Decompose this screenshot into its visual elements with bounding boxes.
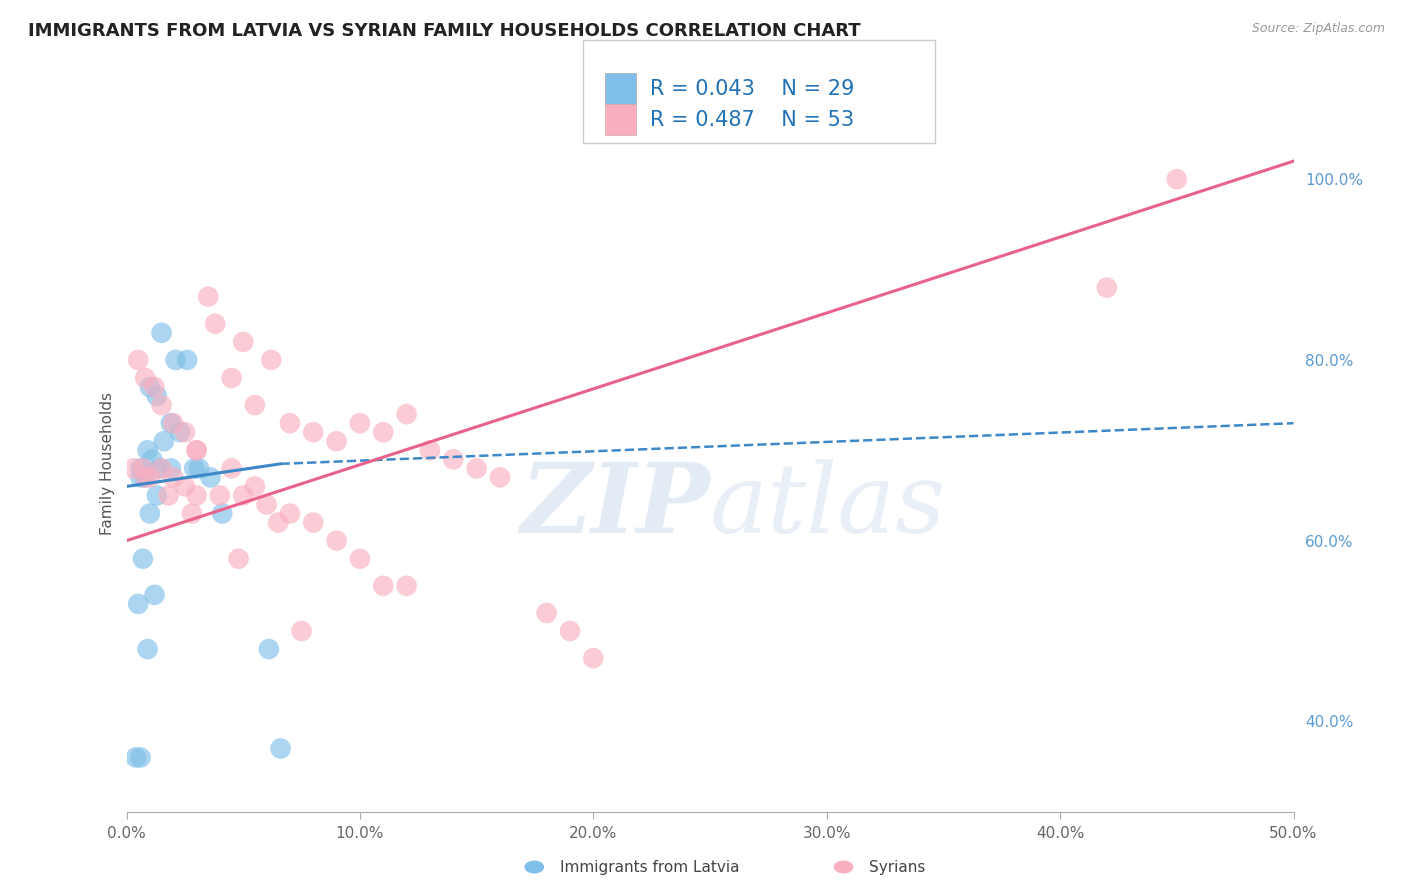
- Point: [162, 416, 184, 430]
- Text: R = 0.043    N = 29: R = 0.043 N = 29: [650, 78, 853, 99]
- Point: [139, 507, 162, 521]
- Point: [349, 416, 371, 430]
- Point: [211, 507, 233, 521]
- Point: [441, 452, 464, 467]
- Point: [558, 624, 581, 638]
- Text: Immigrants from Latvia: Immigrants from Latvia: [560, 860, 740, 874]
- Point: [129, 470, 152, 484]
- Point: [148, 461, 170, 475]
- Point: [186, 488, 208, 502]
- Point: [122, 461, 145, 475]
- Point: [208, 488, 231, 502]
- Point: [232, 334, 254, 349]
- Point: [129, 750, 152, 764]
- Point: [127, 353, 149, 368]
- Point: [129, 461, 152, 475]
- Point: [373, 579, 395, 593]
- Point: [270, 741, 292, 756]
- Text: atlas: atlas: [710, 458, 946, 552]
- Point: [183, 461, 205, 475]
- Point: [146, 488, 169, 502]
- Point: [136, 443, 159, 458]
- Point: [174, 425, 197, 440]
- Point: [162, 470, 184, 484]
- Point: [165, 353, 187, 368]
- Point: [127, 597, 149, 611]
- Point: [290, 624, 312, 638]
- Point: [228, 551, 250, 566]
- Point: [221, 371, 243, 385]
- Text: IMMIGRANTS FROM LATVIA VS SYRIAN FAMILY HOUSEHOLDS CORRELATION CHART: IMMIGRANTS FROM LATVIA VS SYRIAN FAMILY …: [28, 22, 860, 40]
- Point: [204, 317, 226, 331]
- Point: [132, 551, 155, 566]
- Point: [395, 407, 418, 421]
- Point: [278, 416, 301, 430]
- Point: [232, 488, 254, 502]
- Point: [146, 389, 169, 403]
- Point: [176, 353, 198, 368]
- Point: [200, 470, 222, 484]
- Text: R = 0.487    N = 53: R = 0.487 N = 53: [650, 110, 853, 129]
- Point: [256, 498, 278, 512]
- Point: [186, 443, 208, 458]
- Point: [143, 380, 166, 394]
- Point: [150, 326, 173, 340]
- Point: [134, 371, 156, 385]
- Point: [180, 507, 202, 521]
- Point: [134, 470, 156, 484]
- Point: [136, 642, 159, 657]
- Point: [325, 533, 347, 548]
- Point: [373, 425, 395, 440]
- Text: ZIP: ZIP: [520, 458, 710, 552]
- Y-axis label: Family Households: Family Households: [100, 392, 115, 535]
- Point: [174, 479, 197, 493]
- Point: [197, 290, 219, 304]
- Point: [139, 380, 162, 394]
- Point: [187, 461, 209, 475]
- Point: [582, 651, 605, 665]
- Point: [278, 507, 301, 521]
- Point: [1095, 280, 1118, 294]
- Point: [419, 443, 441, 458]
- Point: [349, 551, 371, 566]
- Point: [221, 461, 243, 475]
- Point: [169, 425, 191, 440]
- Point: [139, 470, 162, 484]
- Point: [160, 416, 183, 430]
- Point: [160, 461, 183, 475]
- Point: [150, 398, 173, 412]
- Point: [465, 461, 488, 475]
- Point: [132, 461, 155, 475]
- Point: [134, 470, 156, 484]
- Point: [150, 461, 173, 475]
- Point: [186, 443, 208, 458]
- Point: [260, 353, 283, 368]
- Point: [302, 516, 325, 530]
- Text: Syrians: Syrians: [869, 860, 925, 874]
- Point: [141, 452, 163, 467]
- Point: [157, 488, 180, 502]
- Point: [153, 434, 176, 449]
- Point: [125, 750, 148, 764]
- Point: [243, 479, 266, 493]
- Point: [395, 579, 418, 593]
- Point: [1166, 172, 1188, 186]
- Point: [302, 425, 325, 440]
- Point: [243, 398, 266, 412]
- Point: [536, 606, 558, 620]
- Point: [325, 434, 347, 449]
- Text: Source: ZipAtlas.com: Source: ZipAtlas.com: [1251, 22, 1385, 36]
- Point: [489, 470, 512, 484]
- Point: [143, 588, 166, 602]
- Point: [267, 516, 290, 530]
- Point: [257, 642, 280, 657]
